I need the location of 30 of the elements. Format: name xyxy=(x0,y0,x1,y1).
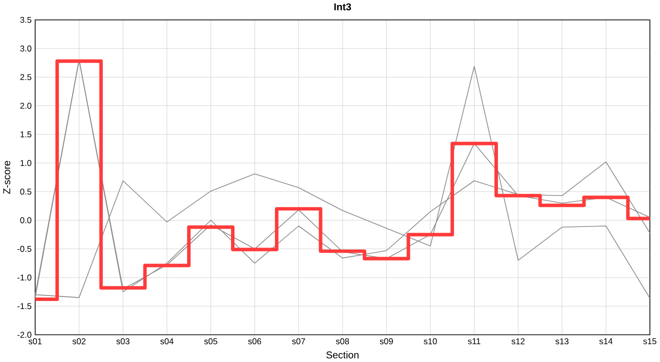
y-tick-label: 1.0 xyxy=(20,160,32,166)
x-tick-label: s10 xyxy=(424,338,437,344)
x-tick-label: s15 xyxy=(643,338,656,344)
x-tick-label: s08 xyxy=(336,338,349,344)
x-tick-label: s09 xyxy=(380,338,393,344)
y-tick-label: 0.5 xyxy=(20,188,32,195)
y-tick-label: 2.5 xyxy=(20,74,32,80)
y-tick-label: 1.5 xyxy=(20,132,32,138)
x-tick-label: s07 xyxy=(292,338,306,344)
y-tick-label: 3.5 xyxy=(20,17,32,23)
x-tick-label: s04 xyxy=(160,338,174,344)
x-tick-label: s03 xyxy=(116,338,130,344)
x-tick-label: s05 xyxy=(204,338,218,344)
y-axis-title: Z-score xyxy=(3,161,10,194)
x-tick-label: s14 xyxy=(599,338,613,344)
x-tick-label: s02 xyxy=(72,338,86,344)
y-tick-label: -2.0 xyxy=(17,332,32,338)
x-tick-label: s01 xyxy=(28,338,42,344)
chart-title: Int3 xyxy=(334,3,352,11)
y-tick-label: 3.0 xyxy=(20,46,32,52)
x-axis-title: Section xyxy=(326,351,358,359)
y-tick-label: -0.5 xyxy=(17,246,32,252)
x-tick-label: s12 xyxy=(512,338,525,344)
x-tick-label: s11 xyxy=(468,338,480,344)
y-tick-label: -1.0 xyxy=(17,274,32,281)
y-tick-label: 2.0 xyxy=(20,102,32,109)
y-tick-label: -1.5 xyxy=(17,303,32,310)
y-tick-label: 0.0 xyxy=(20,217,32,224)
x-tick-label: s06 xyxy=(248,338,262,344)
x-tick-label: s13 xyxy=(555,338,569,344)
